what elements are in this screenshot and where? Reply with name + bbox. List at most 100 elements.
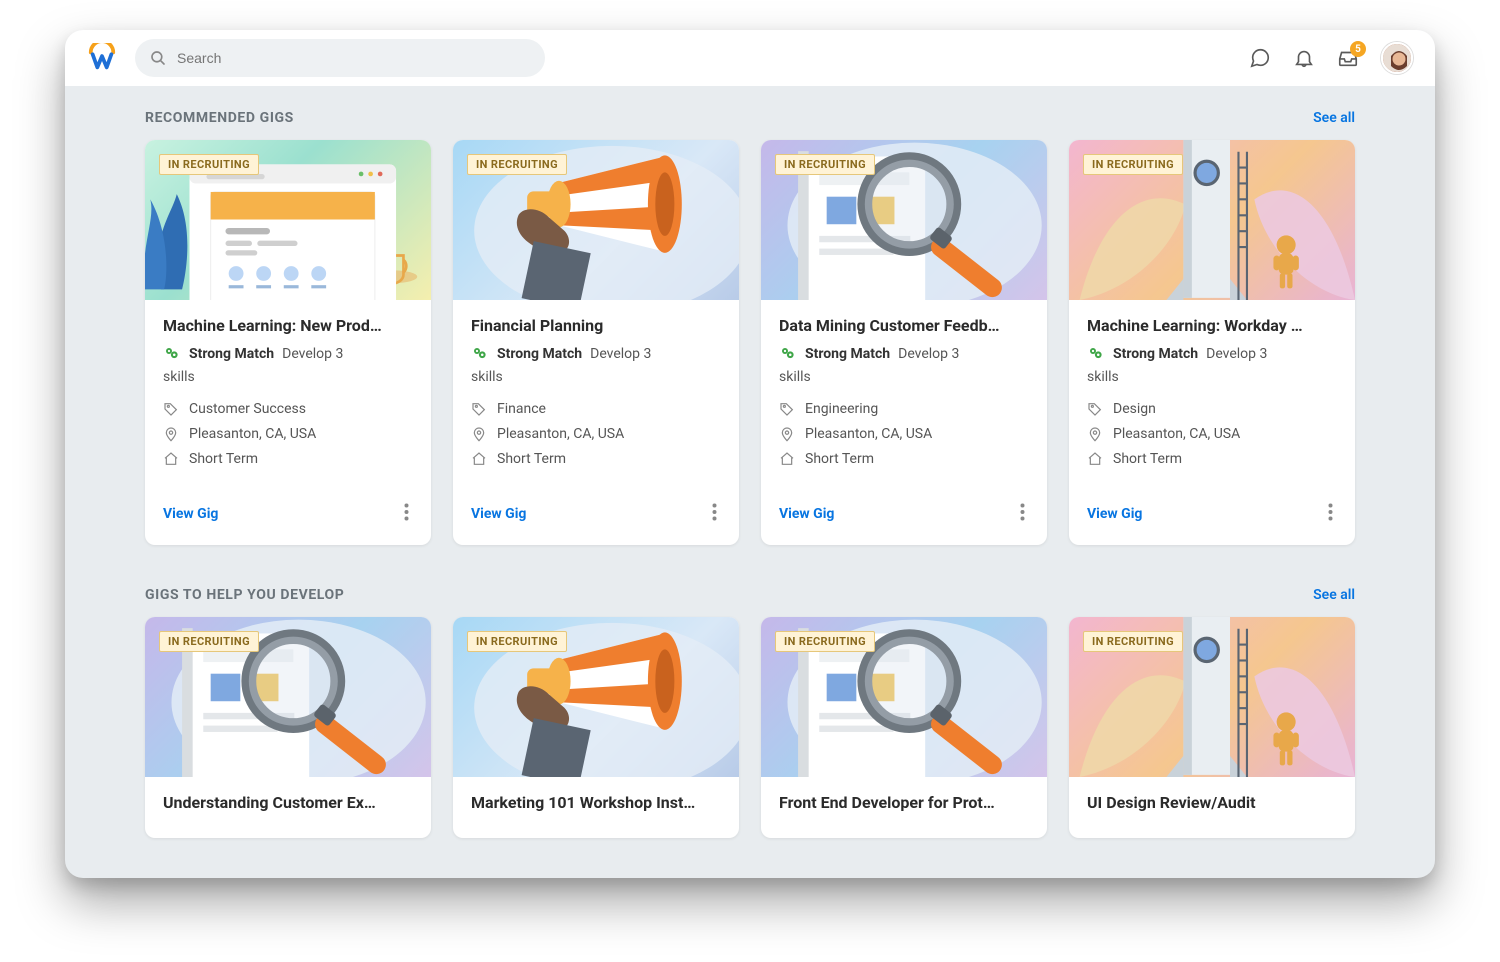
location-icon xyxy=(471,426,487,442)
term: Short Term xyxy=(497,451,566,467)
header: 5 xyxy=(65,30,1435,86)
status-badge: IN RECRUITING xyxy=(467,154,567,175)
card-title: UI Design Review/Audit xyxy=(1087,793,1337,812)
search-box[interactable] xyxy=(135,39,545,77)
card-title: Machine Learning: New Prod… xyxy=(163,316,413,335)
more-icon[interactable] xyxy=(1016,499,1029,529)
home-icon xyxy=(779,451,795,467)
status-badge: IN RECRUITING xyxy=(467,631,567,652)
bell-icon[interactable] xyxy=(1293,47,1315,69)
more-icon[interactable] xyxy=(400,499,413,529)
card-title: Understanding Customer Ex… xyxy=(163,793,413,812)
category: Customer Success xyxy=(189,401,306,417)
term: Short Term xyxy=(805,451,874,467)
location-icon xyxy=(779,426,795,442)
section-title: GIGS TO HELP YOU DEVELOP xyxy=(145,587,344,603)
develop-count: Develop 3 xyxy=(898,346,959,362)
develop-count: Develop 3 xyxy=(1206,346,1267,362)
match-label: Strong Match xyxy=(805,346,890,362)
tag-icon xyxy=(1087,401,1103,417)
location: Pleasanton, CA, USA xyxy=(805,426,932,442)
card-title: Marketing 101 Workshop Inst… xyxy=(471,793,721,812)
location-icon xyxy=(163,426,179,442)
status-badge: IN RECRUITING xyxy=(159,154,259,175)
card-hero: IN RECRUITING xyxy=(145,140,431,300)
develop-count: Develop 3 xyxy=(590,346,651,362)
cards-develop: IN RECRUITING Understanding Customer Ex…… xyxy=(145,617,1355,838)
status-badge: IN RECRUITING xyxy=(1083,154,1183,175)
card-hero: IN RECRUITING xyxy=(145,617,431,777)
view-gig-link[interactable]: View Gig xyxy=(779,506,834,522)
location: Pleasanton, CA, USA xyxy=(497,426,624,442)
skills-label: skills xyxy=(163,369,413,385)
match-icon xyxy=(471,345,489,363)
more-icon[interactable] xyxy=(1324,499,1337,529)
card-title: Financial Planning xyxy=(471,316,721,335)
home-icon xyxy=(471,451,487,467)
card-hero: IN RECRUITING xyxy=(761,140,1047,300)
card-hero: IN RECRUITING xyxy=(453,617,739,777)
tag-icon xyxy=(163,401,179,417)
card-hero: IN RECRUITING xyxy=(761,617,1047,777)
status-badge: IN RECRUITING xyxy=(1083,631,1183,652)
gig-card[interactable]: IN RECRUITING Front End Developer for Pr… xyxy=(761,617,1047,838)
inbox-icon[interactable]: 5 xyxy=(1337,47,1359,69)
match-label: Strong Match xyxy=(1113,346,1198,362)
section-title: RECOMMENDED GIGS xyxy=(145,110,294,126)
gig-card[interactable]: IN RECRUITING Understanding Customer Ex… xyxy=(145,617,431,838)
card-title: Front End Developer for Prot… xyxy=(779,793,1029,812)
skills-label: skills xyxy=(779,369,1029,385)
content: RECOMMENDED GIGS See all IN RECRUITING M… xyxy=(65,86,1435,878)
term: Short Term xyxy=(1113,451,1182,467)
chat-icon[interactable] xyxy=(1249,47,1271,69)
location: Pleasanton, CA, USA xyxy=(1113,426,1240,442)
category: Finance xyxy=(497,401,546,417)
section-header-develop: GIGS TO HELP YOU DEVELOP See all xyxy=(145,587,1355,603)
skills-label: skills xyxy=(471,369,721,385)
tag-icon xyxy=(779,401,795,417)
status-badge: IN RECRUITING xyxy=(775,154,875,175)
match-icon xyxy=(1087,345,1105,363)
view-gig-link[interactable]: View Gig xyxy=(1087,506,1142,522)
view-gig-link[interactable]: View Gig xyxy=(163,506,218,522)
status-badge: IN RECRUITING xyxy=(159,631,259,652)
category: Engineering xyxy=(805,401,878,417)
search-input[interactable] xyxy=(177,50,531,66)
avatar[interactable] xyxy=(1381,42,1413,74)
status-badge: IN RECRUITING xyxy=(775,631,875,652)
inbox-badge: 5 xyxy=(1350,41,1366,57)
card-title: Data Mining Customer Feedb… xyxy=(779,316,1029,335)
skills-label: skills xyxy=(1087,369,1337,385)
card-hero: IN RECRUITING xyxy=(1069,617,1355,777)
see-all-link[interactable]: See all xyxy=(1313,110,1355,126)
card-hero: IN RECRUITING xyxy=(453,140,739,300)
match-icon xyxy=(779,345,797,363)
gig-card[interactable]: IN RECRUITING Data Mining Customer Feedb… xyxy=(761,140,1047,545)
gig-card[interactable]: IN RECRUITING Machine Learning: New Prod… xyxy=(145,140,431,545)
match-icon xyxy=(163,345,181,363)
more-icon[interactable] xyxy=(708,499,721,529)
category: Design xyxy=(1113,401,1156,417)
home-icon xyxy=(1087,451,1103,467)
home-icon xyxy=(163,451,179,467)
match-label: Strong Match xyxy=(497,346,582,362)
view-gig-link[interactable]: View Gig xyxy=(471,506,526,522)
card-title: Machine Learning: Workday … xyxy=(1087,316,1337,335)
cards-recommended: IN RECRUITING Machine Learning: New Prod… xyxy=(145,140,1355,545)
location: Pleasanton, CA, USA xyxy=(189,426,316,442)
section-header-recommended: RECOMMENDED GIGS See all xyxy=(145,110,1355,126)
see-all-link[interactable]: See all xyxy=(1313,587,1355,603)
app-frame: 5 RECOMMENDED GIGS See all IN RECRU xyxy=(65,30,1435,878)
card-hero: IN RECRUITING xyxy=(1069,140,1355,300)
match-label: Strong Match xyxy=(189,346,274,362)
search-icon xyxy=(149,49,167,67)
workday-logo[interactable] xyxy=(87,43,117,73)
tag-icon xyxy=(471,401,487,417)
gig-card[interactable]: IN RECRUITING Machine Learning: Workday … xyxy=(1069,140,1355,545)
term: Short Term xyxy=(189,451,258,467)
develop-count: Develop 3 xyxy=(282,346,343,362)
gig-card[interactable]: IN RECRUITING Marketing 101 Workshop Ins… xyxy=(453,617,739,838)
gig-card[interactable]: IN RECRUITING Financial Planning Strong … xyxy=(453,140,739,545)
gig-card[interactable]: IN RECRUITING UI Design Review/Audit xyxy=(1069,617,1355,838)
location-icon xyxy=(1087,426,1103,442)
